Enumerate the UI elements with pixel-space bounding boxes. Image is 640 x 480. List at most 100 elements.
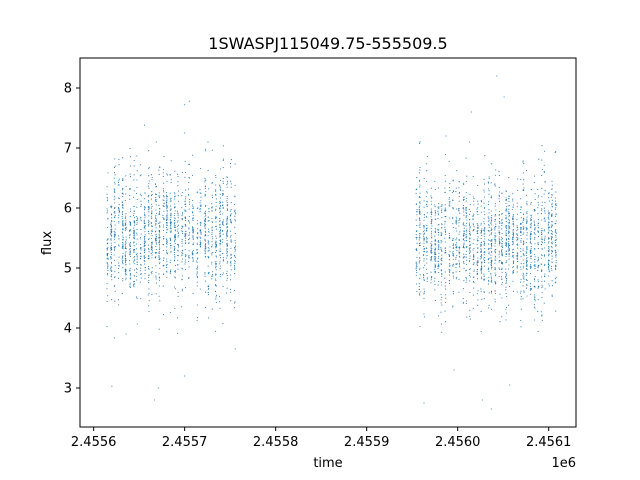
data-point	[144, 124, 146, 126]
data-point	[533, 304, 535, 306]
data-point	[537, 266, 539, 268]
data-point	[540, 213, 542, 215]
data-point	[207, 255, 209, 258]
data-point	[234, 302, 236, 304]
data-point	[520, 256, 522, 258]
data-point	[484, 257, 486, 259]
data-point	[191, 174, 193, 177]
data-point	[473, 239, 475, 241]
data-point	[431, 212, 433, 214]
data-point	[192, 218, 194, 220]
data-point	[534, 256, 536, 258]
data-point	[441, 273, 443, 275]
data-point	[177, 332, 179, 334]
data-point	[185, 237, 187, 239]
data-point	[426, 241, 428, 243]
data-point	[434, 235, 436, 237]
data-point	[118, 220, 120, 223]
data-point	[110, 239, 112, 241]
data-point	[114, 284, 116, 287]
data-point	[170, 181, 172, 184]
data-point	[490, 195, 492, 197]
data-point	[551, 255, 553, 257]
data-point	[125, 257, 127, 259]
data-point	[444, 204, 446, 206]
data-point	[550, 267, 553, 269]
data-point	[215, 261, 217, 263]
data-point	[456, 230, 458, 232]
data-point	[189, 231, 191, 234]
data-point	[426, 212, 428, 214]
data-point	[129, 245, 132, 247]
data-point	[554, 240, 556, 242]
data-point	[483, 244, 485, 246]
data-point	[150, 237, 153, 240]
data-point	[114, 158, 116, 160]
data-point	[162, 172, 164, 174]
data-point	[534, 229, 536, 231]
data-point	[455, 220, 457, 222]
data-point	[541, 196, 543, 198]
data-point	[234, 195, 236, 197]
data-point	[177, 230, 179, 232]
data-point	[419, 143, 421, 145]
data-point	[540, 311, 542, 313]
data-point	[476, 211, 479, 213]
data-point	[197, 257, 199, 259]
data-point	[114, 195, 116, 197]
data-point	[544, 212, 546, 214]
data-point	[555, 213, 557, 215]
data-point	[165, 200, 167, 202]
data-point	[114, 191, 116, 193]
data-point	[230, 180, 232, 182]
data-point	[426, 155, 428, 158]
data-point	[455, 245, 457, 247]
data-point	[505, 268, 507, 270]
data-point	[174, 265, 176, 267]
data-point	[124, 224, 126, 226]
data-point	[437, 210, 439, 212]
data-point	[222, 177, 224, 180]
data-point	[150, 271, 152, 273]
data-point	[154, 224, 157, 226]
data-point	[516, 258, 518, 260]
data-point	[462, 223, 464, 225]
data-point	[129, 215, 131, 217]
data-point	[174, 277, 176, 279]
data-point	[494, 292, 496, 295]
data-point	[438, 263, 440, 265]
data-point	[465, 191, 467, 194]
data-point	[480, 222, 482, 224]
data-point	[523, 241, 525, 243]
data-point	[124, 243, 126, 245]
data-point	[555, 276, 557, 278]
data-point	[192, 230, 194, 232]
data-point	[551, 180, 553, 182]
data-point	[534, 296, 536, 298]
data-point	[173, 245, 175, 248]
y-tick-label: 5	[64, 262, 72, 277]
data-point	[444, 207, 446, 209]
data-point	[229, 163, 232, 165]
data-point	[508, 249, 510, 252]
data-point	[465, 215, 467, 217]
y-axis-label: flux	[40, 231, 55, 255]
data-point	[148, 195, 150, 197]
data-point	[548, 259, 550, 261]
data-point	[147, 231, 150, 233]
data-point	[124, 255, 127, 257]
data-point	[163, 203, 165, 205]
data-point	[498, 171, 500, 173]
data-point	[122, 211, 124, 213]
data-point	[113, 190, 115, 192]
data-point	[517, 178, 519, 180]
data-point	[423, 260, 425, 262]
data-point	[118, 304, 120, 306]
data-point	[526, 260, 528, 262]
data-point	[136, 179, 138, 181]
data-point	[525, 241, 527, 244]
data-point	[122, 280, 124, 282]
data-point	[501, 239, 503, 241]
data-point	[150, 248, 152, 250]
data-point	[523, 217, 525, 219]
